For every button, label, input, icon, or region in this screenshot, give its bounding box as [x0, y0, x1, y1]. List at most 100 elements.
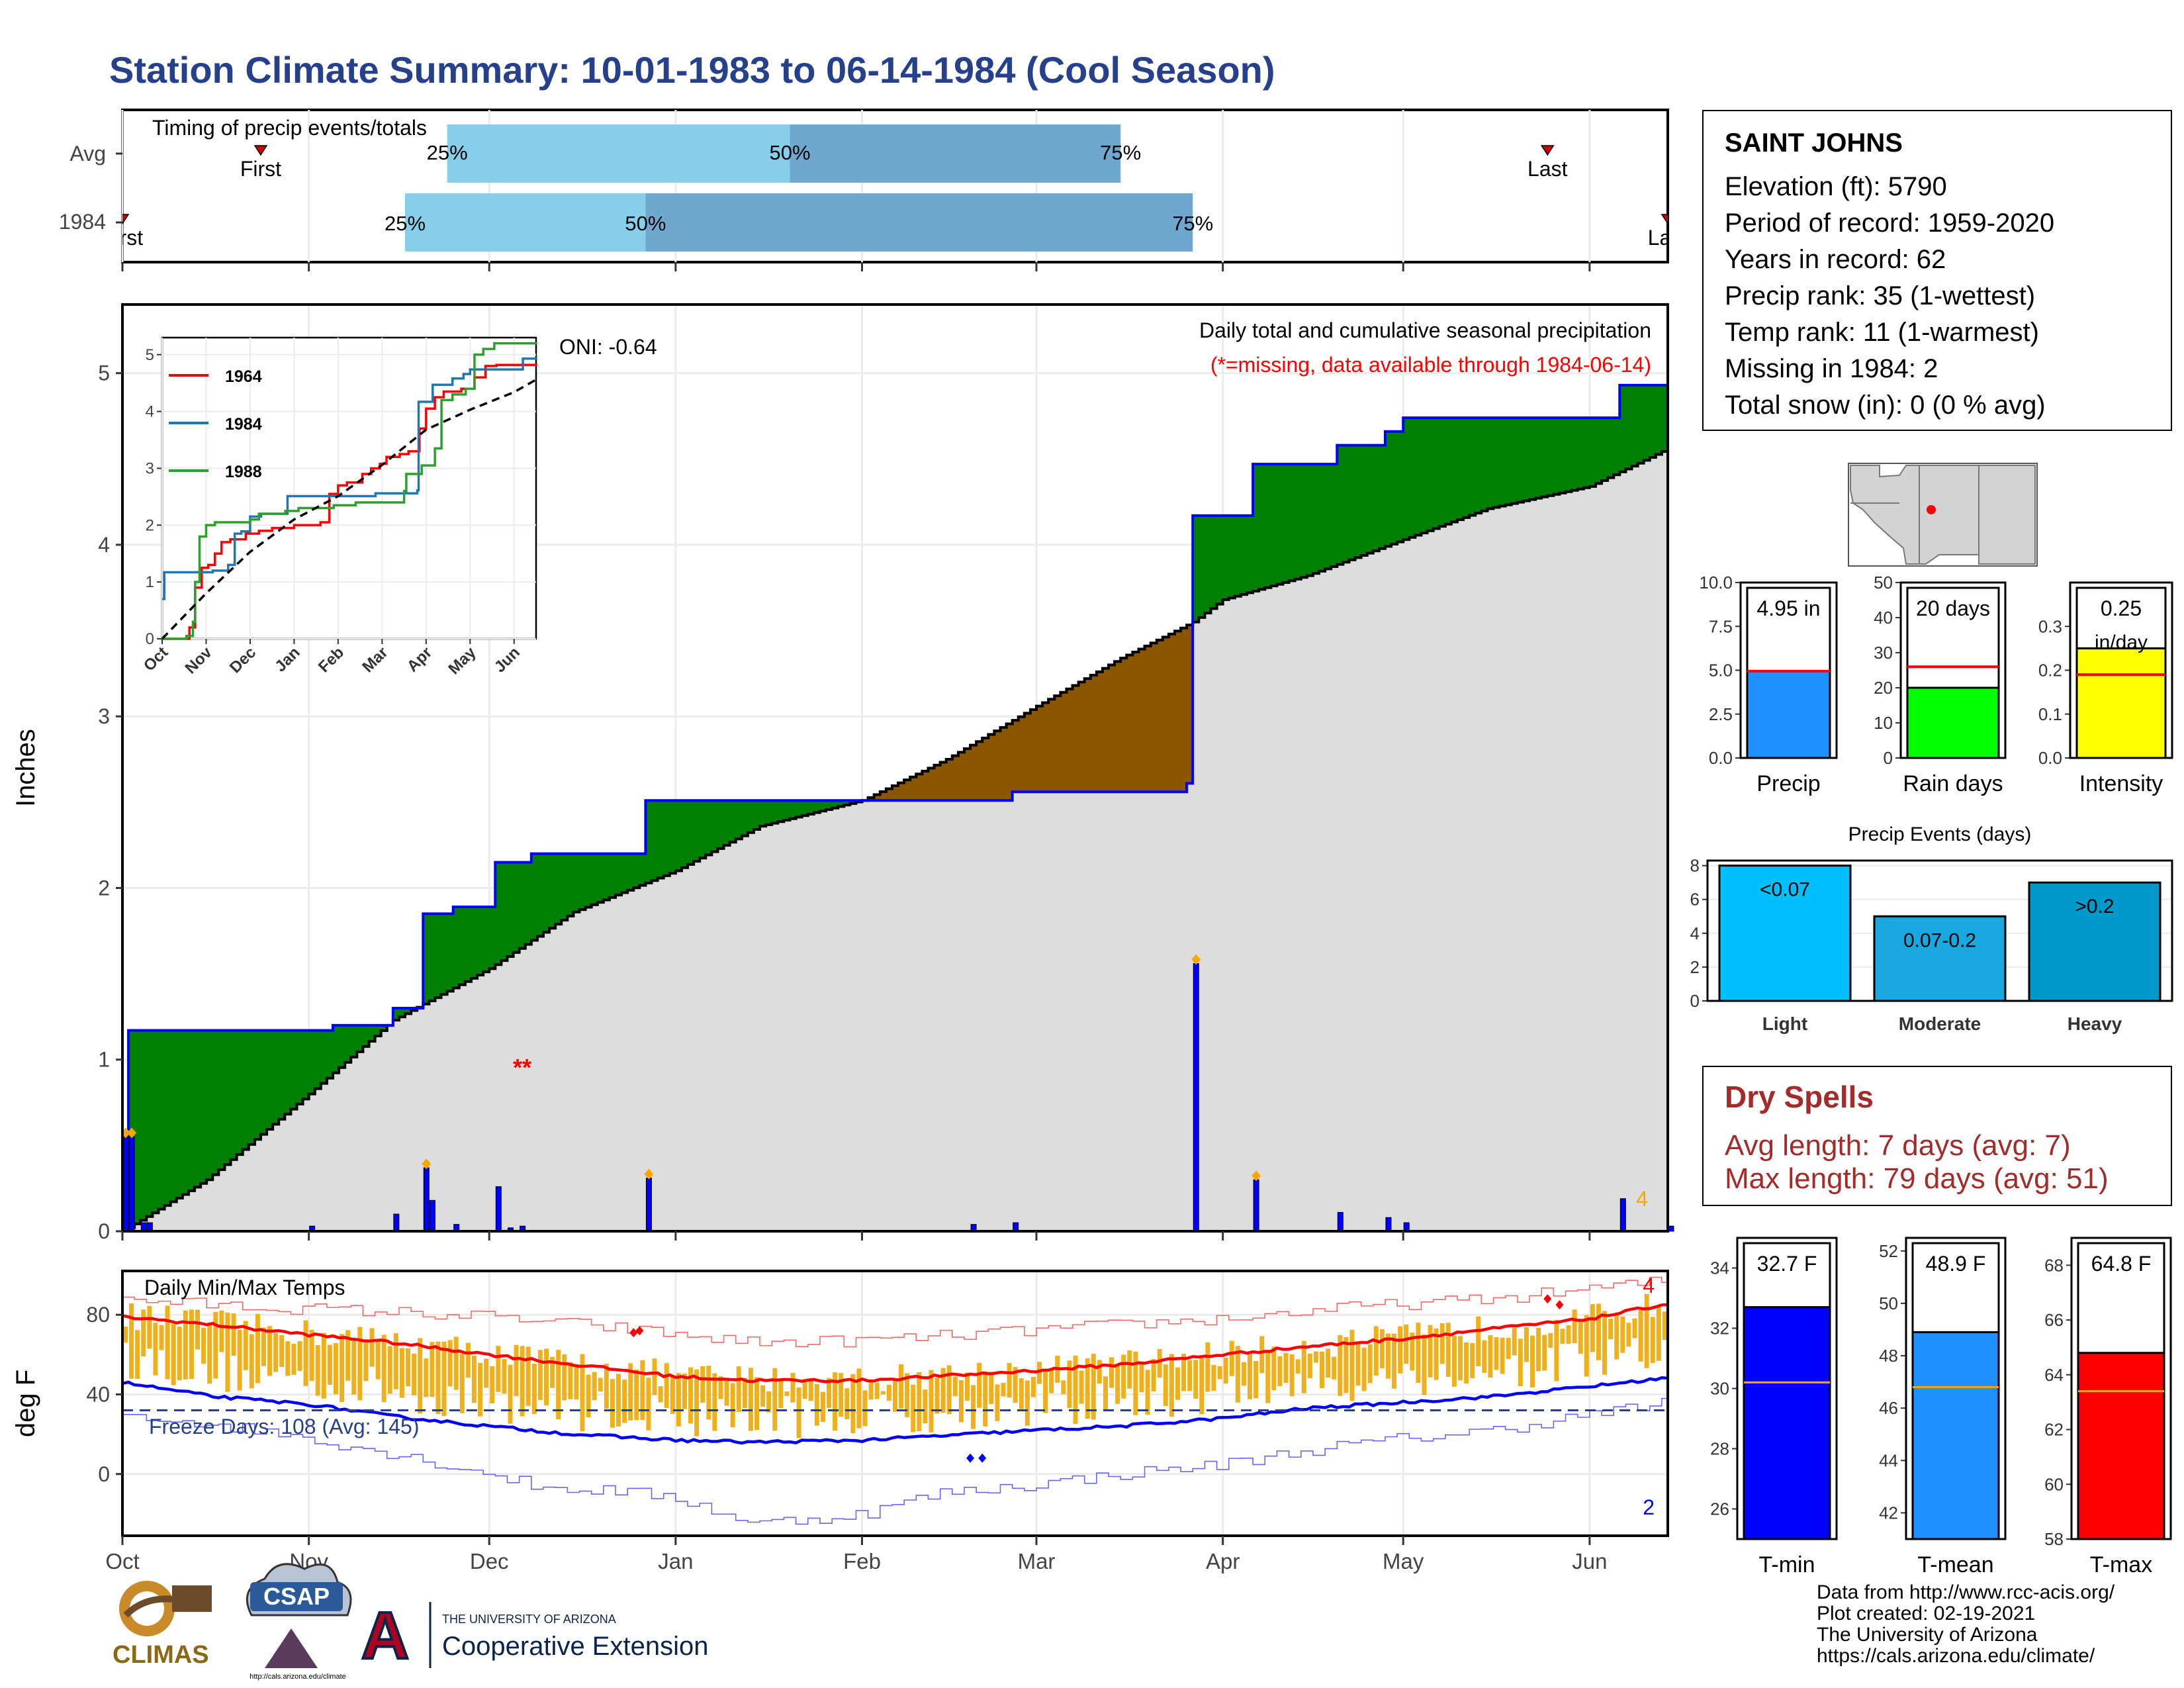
daily-temp-bar [418, 1338, 423, 1414]
station-missing: Missing in 1984: 2 [1725, 354, 1938, 383]
events-ytick-label: 4 [1690, 923, 1700, 943]
inset-series-1988 [162, 342, 537, 640]
record-high-marker-icon [1543, 1294, 1552, 1304]
above-average-fill [1643, 385, 1651, 461]
above-average-fill [603, 853, 610, 900]
average-cumulative-line [122, 448, 1669, 1233]
mini-chart-label: T-max [2090, 1552, 2152, 1577]
timing-bar-early [405, 193, 646, 252]
daily-temp-bar [1656, 1306, 1661, 1361]
above-average-fill [519, 862, 526, 949]
precip-title: Daily total and cumulative seasonal prec… [1199, 318, 1651, 342]
below-average-fill [904, 780, 911, 801]
above-average-fill [302, 1030, 310, 1100]
daily-temp-bar [381, 1335, 387, 1403]
daily-temp-bar [273, 1333, 279, 1372]
daily-temp-bar [1253, 1361, 1259, 1399]
daily-temp-bar [1259, 1336, 1265, 1374]
above-average-fill [1373, 445, 1380, 551]
below-average-fill [1144, 645, 1152, 792]
above-average-fill [807, 800, 815, 814]
daily-temp-bar [616, 1374, 621, 1427]
oni-label: ONI: -0.64 [559, 335, 657, 359]
daily-precip-bar [1619, 1198, 1626, 1232]
below-average-fill [916, 774, 923, 801]
above-average-fill [705, 800, 712, 855]
ua-big-text: Cooperative Extension [442, 1632, 708, 1661]
below-average-fill [1174, 631, 1181, 792]
above-average-fill [1535, 418, 1542, 498]
station-snow: Total snow (in): 0 (0 % avg) [1725, 391, 2046, 420]
above-average-fill [694, 800, 700, 862]
daily-temp-bar [237, 1329, 242, 1391]
daily-temp-bar [670, 1376, 675, 1414]
above-average-fill [1289, 464, 1296, 581]
above-average-fill [477, 907, 484, 976]
daily-temp-bar [1404, 1324, 1409, 1364]
above-average-fill [621, 853, 628, 893]
daily-temp-bar [537, 1350, 543, 1400]
mini-value-label: 32.7 F [1757, 1252, 1817, 1276]
daily-temp-bar [844, 1388, 850, 1420]
above-average-fill [753, 800, 760, 829]
daily-temp-bar [1067, 1360, 1072, 1408]
mini-value-box [1743, 1242, 1831, 1309]
below-average-fill [886, 788, 893, 801]
daily-temp-bar [484, 1358, 489, 1388]
timing-row-label-avg: Avg [69, 142, 106, 165]
daily-temp-bar [297, 1340, 302, 1372]
above-average-fill [1271, 464, 1278, 586]
daily-temp-bar [1428, 1325, 1433, 1378]
daily-temp-bar [357, 1327, 363, 1401]
mini-ytick-label: 5.0 [1709, 661, 1733, 680]
daily-temp-bar [369, 1328, 375, 1367]
above-average-fill [790, 800, 797, 819]
daily-temp-bar [760, 1385, 766, 1407]
daily-temp-bar [1248, 1352, 1253, 1399]
mini-ytick-label: 0.0 [1709, 748, 1733, 768]
mini-chart-tmax: 58 60 62 64 66 68 64.8 F T-max [2044, 1237, 2172, 1577]
mini-value-label: 4.95 in [1756, 596, 1820, 620]
mini-chart-tmin: 26 28 30 32 34 32.7 F T-min [1710, 1237, 1838, 1577]
record-low-marker-icon [978, 1453, 987, 1463]
daily-temp-bar [135, 1330, 140, 1380]
above-average-fill [1637, 385, 1645, 463]
daily-temp-bar [1313, 1351, 1318, 1363]
above-average-fill [1409, 418, 1416, 538]
daily-temp-bar [315, 1344, 320, 1396]
station-elevation: Elevation (ft): 5790 [1725, 172, 1947, 201]
above-average-fill [441, 914, 448, 995]
timing-panel: 25% 50% 75% First Last 25% 50% 75% First Last Tim… [59, 109, 1669, 271]
daily-temp-bar [977, 1362, 982, 1408]
events-bar-value: >0.2 [2075, 896, 2114, 917]
page-title: Station Climate Summary: 10-01-1983 to 0… [109, 49, 1275, 91]
mini-ytick-label: 0.1 [2038, 704, 2062, 724]
above-average-fill [447, 914, 454, 992]
daily-temp-bar [1464, 1342, 1469, 1384]
above-average-fill [723, 800, 731, 846]
daily-temp-bar [1451, 1336, 1457, 1387]
above-average-fill [176, 1030, 183, 1198]
csap-url: http://cals.arizona.edu/climate [250, 1673, 346, 1681]
timing-title: Timing of precip events/totals [152, 116, 427, 140]
timing-pct-label: 50% [769, 141, 810, 164]
observed-cumulative-line [122, 381, 1669, 1233]
below-average-fill [1181, 628, 1187, 792]
above-average-fill [1355, 445, 1362, 558]
below-average-fill [994, 731, 1001, 801]
below-average-fill [976, 741, 983, 801]
daily-temp-bar [231, 1313, 236, 1356]
mini-bar [2075, 647, 2167, 759]
above-average-fill [267, 1030, 273, 1129]
mini-ytick-label: 7.5 [1709, 616, 1733, 636]
daily-temp-bar [658, 1386, 663, 1403]
above-average-fill [326, 1030, 334, 1078]
temp-xtick-label: Dec [470, 1549, 509, 1573]
precip-missing-note: (*=missing, data available through 1984-… [1210, 353, 1651, 377]
above-average-fill [700, 800, 706, 859]
daily-temp-bar [574, 1364, 579, 1400]
mini-bar [1743, 1306, 1831, 1540]
daily-temp-bar [1566, 1325, 1571, 1344]
daily-temp-bar [1187, 1360, 1193, 1391]
